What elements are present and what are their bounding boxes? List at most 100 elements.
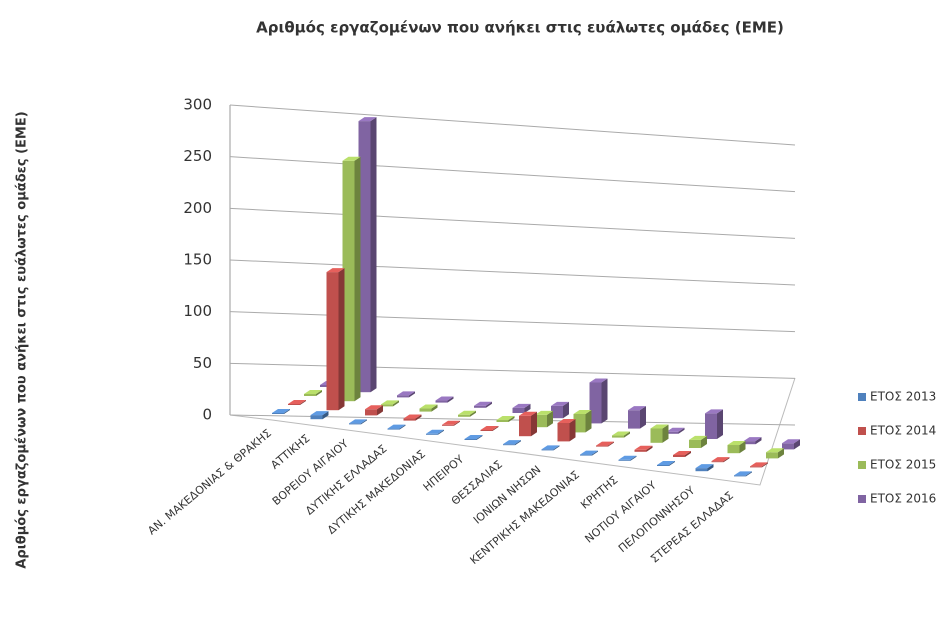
legend-swatch (858, 393, 866, 401)
bar-front (458, 414, 470, 417)
bar-front (464, 438, 477, 440)
bar-front (743, 441, 756, 445)
bar-front (750, 466, 762, 468)
bar-side (717, 409, 723, 439)
bar-side (476, 434, 483, 440)
bar (541, 445, 560, 451)
bar-side (794, 439, 800, 450)
bar-front (365, 409, 377, 416)
bar (666, 427, 685, 434)
bar-front (419, 408, 432, 412)
bar (573, 409, 592, 433)
bar-front (551, 405, 563, 419)
bar-front (612, 435, 624, 438)
bar-top (304, 389, 322, 394)
bar (496, 415, 515, 422)
bar-front (512, 407, 525, 413)
bar (480, 425, 499, 431)
bar-top (442, 420, 460, 425)
bar-front (734, 475, 746, 477)
bar (288, 399, 306, 405)
bar-front (503, 444, 515, 446)
y-tick-label: 250 (183, 147, 212, 165)
bar-front (403, 418, 416, 421)
bar (503, 440, 521, 446)
bar-front (573, 413, 586, 433)
bar (657, 460, 675, 466)
bar-side (662, 424, 669, 443)
bar-front (541, 449, 554, 451)
bar-top (689, 435, 707, 440)
bar-front (695, 468, 708, 472)
x-tick-label: ΑΤΤΙΚΗΣ (268, 432, 312, 472)
bar-top (310, 411, 329, 416)
bar (458, 410, 476, 417)
bar-top (474, 401, 492, 406)
bar (403, 414, 422, 421)
bar-side (361, 419, 367, 425)
bar-top (272, 408, 290, 413)
bar (365, 405, 383, 416)
bar-front (727, 445, 740, 454)
bar-top (419, 404, 438, 409)
bar (743, 437, 762, 445)
bar (304, 389, 322, 396)
bar-front (435, 400, 448, 403)
bar (673, 450, 691, 457)
bar-front (657, 464, 669, 466)
bar-side (515, 440, 521, 446)
bar (381, 400, 399, 407)
bar-side (447, 396, 454, 403)
bar-side (486, 401, 492, 408)
bar-top (496, 415, 515, 420)
y-tick-label: 300 (183, 96, 212, 114)
bar-top (535, 410, 553, 415)
bar (426, 429, 444, 435)
y-tick-label: 200 (183, 199, 212, 217)
legend-label: ΕΤΟΣ 2015 (870, 458, 936, 472)
bar-side (707, 464, 714, 472)
bar (695, 464, 714, 472)
bar-front (711, 461, 724, 463)
bar (589, 378, 608, 424)
x-tick-label: ΚΡΗΤΗΣ (578, 473, 620, 511)
bar-front (474, 405, 486, 408)
bar-front (320, 384, 332, 387)
bar-top (727, 441, 746, 446)
bar (464, 434, 483, 440)
bar-side (755, 437, 762, 445)
bar (596, 441, 614, 447)
bar-front (272, 412, 284, 414)
bar-front (496, 419, 509, 422)
bar-side (508, 415, 515, 422)
bar-side (547, 410, 553, 428)
grid-line (229, 207, 796, 239)
bar-side (640, 406, 646, 429)
bar-front (634, 449, 647, 452)
bar-top (673, 450, 691, 455)
bar-front (310, 415, 323, 420)
bar-top (612, 431, 630, 436)
bar-side (569, 418, 576, 442)
bar-front (557, 422, 570, 442)
bar-top (464, 434, 483, 439)
bar-front (650, 428, 663, 443)
legend-label: ΕΤΟΣ 2013 (870, 390, 936, 404)
bar-top (349, 419, 367, 424)
bar-front (596, 445, 608, 447)
bar-top (503, 440, 521, 445)
bar-side (370, 117, 377, 393)
bar-side (322, 411, 329, 420)
bar-side (393, 400, 399, 407)
bar-side (377, 405, 383, 416)
bar-side (739, 441, 746, 454)
bar-front (387, 428, 400, 430)
bar-side (492, 425, 499, 431)
bar-side (284, 408, 290, 414)
bar-top (326, 268, 345, 273)
bar (634, 445, 653, 452)
bar-top (557, 418, 576, 423)
bar (474, 401, 492, 408)
bar-top (541, 445, 560, 450)
bar-top (634, 445, 653, 450)
